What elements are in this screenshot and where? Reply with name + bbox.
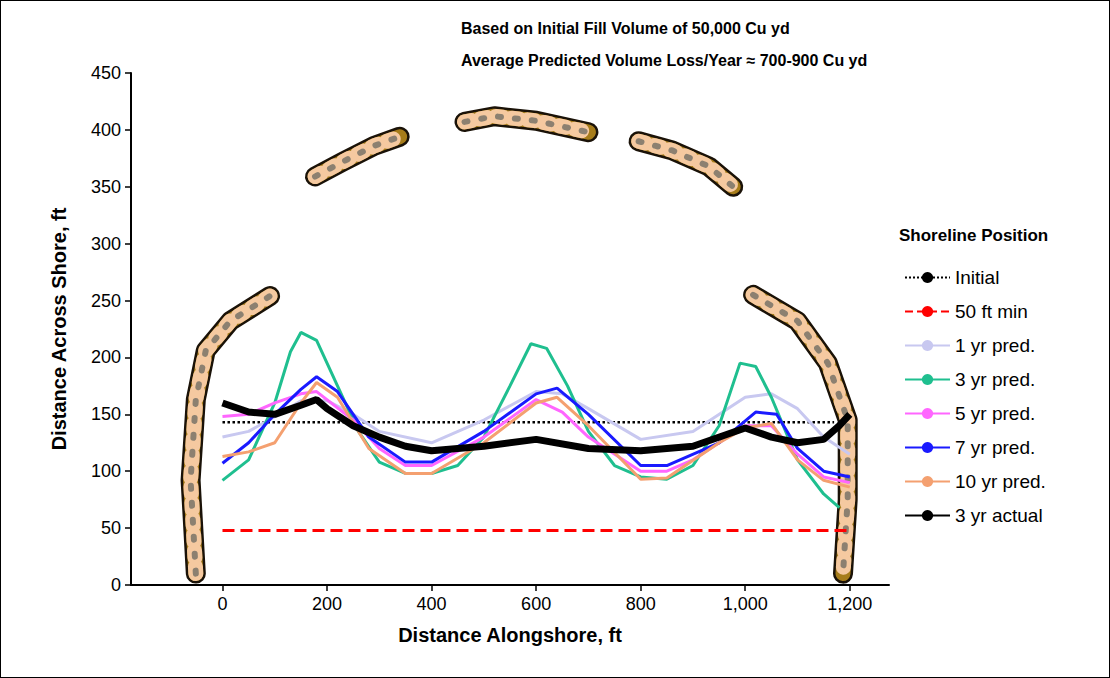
svg-text:Shoreline Position: Shoreline Position xyxy=(899,226,1048,245)
svg-text:Initial: Initial xyxy=(955,267,999,288)
svg-text:0: 0 xyxy=(111,575,121,595)
svg-text:1,000: 1,000 xyxy=(723,594,768,614)
svg-text:50 ft min: 50 ft min xyxy=(955,301,1028,322)
svg-text:7 yr pred.: 7 yr pred. xyxy=(955,437,1035,458)
svg-text:Average Predicted Volume Loss/: Average Predicted Volume Loss/Year ≈ 700… xyxy=(461,52,867,69)
svg-text:600: 600 xyxy=(521,594,551,614)
svg-text:200: 200 xyxy=(312,594,342,614)
svg-text:10 yr pred.: 10 yr pred. xyxy=(955,471,1046,492)
svg-text:800: 800 xyxy=(626,594,656,614)
svg-text:Distance Alongshore, ft: Distance Alongshore, ft xyxy=(398,624,622,646)
svg-text:3 yr actual: 3 yr actual xyxy=(955,505,1043,526)
svg-text:50: 50 xyxy=(101,518,121,538)
svg-text:0: 0 xyxy=(217,594,227,614)
svg-text:300: 300 xyxy=(91,234,121,254)
svg-text:Distance Across Shore, ft: Distance Across Shore, ft xyxy=(48,207,70,450)
svg-text:150: 150 xyxy=(91,404,121,424)
svg-text:350: 350 xyxy=(91,177,121,197)
svg-text:3 yr pred.: 3 yr pred. xyxy=(955,369,1035,390)
svg-text:400: 400 xyxy=(91,120,121,140)
svg-text:1,200: 1,200 xyxy=(827,594,872,614)
svg-text:1 yr pred.: 1 yr pred. xyxy=(955,335,1035,356)
svg-text:5 yr pred.: 5 yr pred. xyxy=(955,403,1035,424)
svg-text:400: 400 xyxy=(417,594,447,614)
svg-text:Based on Initial Fill Volume o: Based on Initial Fill Volume of 50,000 C… xyxy=(461,20,790,37)
svg-text:250: 250 xyxy=(91,291,121,311)
svg-text:200: 200 xyxy=(91,347,121,367)
svg-text:450: 450 xyxy=(91,63,121,83)
svg-text:100: 100 xyxy=(91,461,121,481)
